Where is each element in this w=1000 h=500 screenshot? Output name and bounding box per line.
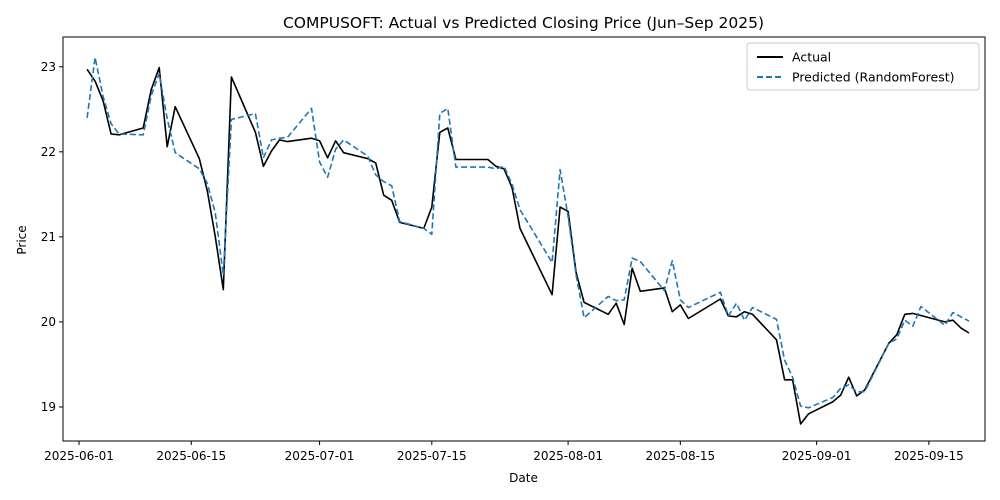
- y-tick-label: 20: [41, 315, 56, 329]
- x-tick-label: 2025-07-01: [285, 449, 355, 463]
- x-tick-label: 2025-08-15: [645, 449, 715, 463]
- series-line-actual: [86, 66, 970, 425]
- series-line-predicted: [86, 56, 970, 409]
- x-tick-label: 2025-08-01: [533, 449, 603, 463]
- legend: Actual Predicted (RandomForest): [746, 42, 980, 91]
- y-tick-label: 23: [41, 60, 56, 74]
- series-layer: [86, 56, 970, 425]
- x-tick-label: 2025-06-01: [44, 449, 114, 463]
- chart-title: COMPUSOFT: Actual vs Predicted Closing P…: [283, 14, 764, 32]
- legend-box: [746, 42, 980, 91]
- y-axis-label: Price: [15, 225, 29, 254]
- y-tick-label: 19: [41, 400, 56, 414]
- y-axis: 19 20 21 22 23: [41, 60, 63, 414]
- plot-area: [62, 36, 986, 442]
- legend-label-actual: Actual: [792, 50, 831, 65]
- x-tick-label: 2025-07-15: [397, 449, 467, 463]
- x-axis-label: Date: [509, 471, 538, 485]
- x-tick-label: 2025-09-15: [894, 449, 964, 463]
- x-tick-label: 2025-06-15: [156, 449, 226, 463]
- legend-label-predicted: Predicted (RandomForest): [792, 70, 955, 85]
- x-tick-label: 2025-09-01: [782, 449, 852, 463]
- x-axis: 2025-06-01 2025-06-15 2025-07-01 2025-07-15…: [44, 441, 964, 463]
- plot-frame: [62, 36, 986, 442]
- y-tick-label: 21: [41, 230, 56, 244]
- y-tick-label: 22: [41, 145, 56, 159]
